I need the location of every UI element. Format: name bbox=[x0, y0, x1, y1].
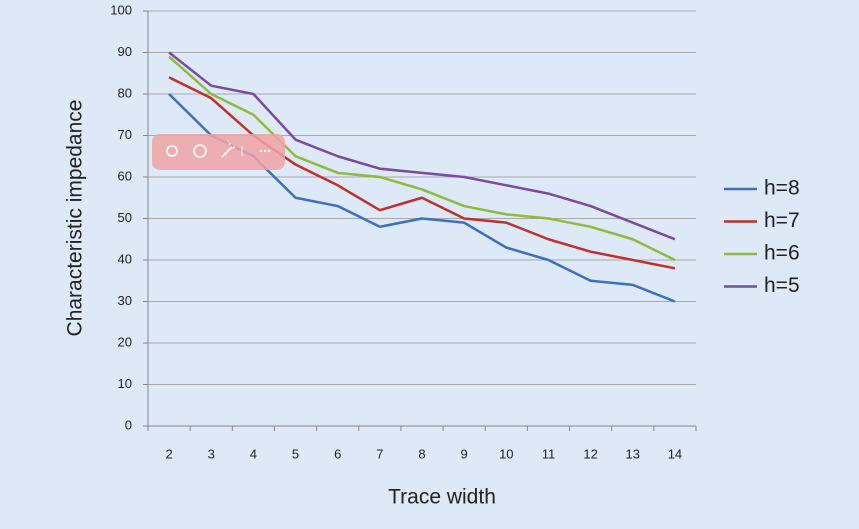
series-line bbox=[168, 51, 676, 241]
legend-label: h=6 bbox=[764, 242, 800, 265]
y-tick-label: 90 bbox=[118, 44, 132, 59]
y-tick-label: 0 bbox=[125, 417, 132, 432]
more-icon[interactable] bbox=[259, 149, 271, 153]
x-tick-label: 12 bbox=[583, 446, 597, 461]
y-tick-label: 70 bbox=[118, 127, 132, 142]
x-tick-label: 5 bbox=[292, 446, 299, 461]
ai-icon[interactable] bbox=[193, 144, 207, 158]
y-tick-label: 40 bbox=[118, 251, 132, 266]
x-tick-label: 2 bbox=[165, 446, 172, 461]
search-icon[interactable] bbox=[166, 145, 178, 157]
magic-icon[interactable] bbox=[221, 142, 236, 158]
toolbar-background bbox=[152, 134, 285, 170]
x-axis-title: Trace width bbox=[388, 486, 496, 509]
toolbar-overlay[interactable] bbox=[152, 134, 285, 170]
y-tick-label: 100 bbox=[110, 2, 132, 17]
x-tick-label: 13 bbox=[626, 446, 640, 461]
legend-label: h=7 bbox=[764, 209, 800, 232]
legend-label: h=5 bbox=[764, 274, 800, 297]
y-tick-label: 20 bbox=[118, 334, 132, 349]
y-tick-label: 50 bbox=[118, 210, 132, 225]
y-tick-label: 80 bbox=[118, 85, 132, 100]
x-tick-label: 7 bbox=[376, 446, 383, 461]
x-tick-label: 9 bbox=[461, 446, 468, 461]
legend-label: h=8 bbox=[764, 177, 800, 200]
x-tick-label: 14 bbox=[668, 446, 682, 461]
y-axis-title: Characteristic impedance bbox=[64, 100, 87, 337]
x-tick-label: 6 bbox=[334, 446, 341, 461]
y-tick-label: 60 bbox=[118, 168, 132, 183]
x-tick-label: 8 bbox=[418, 446, 425, 461]
x-tick-label: 10 bbox=[499, 446, 513, 461]
x-tick-label: 3 bbox=[208, 446, 215, 461]
x-tick-label: 4 bbox=[250, 446, 257, 461]
x-tick-label: 11 bbox=[542, 446, 556, 461]
y-tick-label: 30 bbox=[118, 293, 132, 308]
series-line bbox=[168, 55, 676, 262]
y-tick-label: 10 bbox=[118, 376, 132, 391]
